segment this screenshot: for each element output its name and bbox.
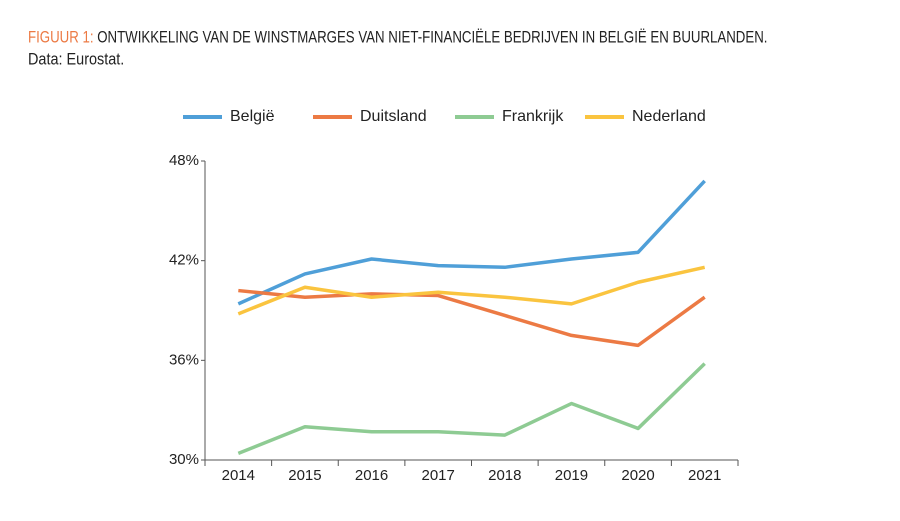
y-tick-label: 30% [169, 451, 199, 468]
y-tick-label: 48% [169, 152, 199, 169]
y-tick-label: 42% [169, 252, 199, 269]
title-group: FIGUUR 1: ONTWIKKELING VAN DE WINSTMARGE… [28, 28, 767, 47]
legend-label: Nederland [632, 108, 706, 125]
x-tick-label: 2020 [621, 467, 654, 484]
x-tick-label: 2017 [422, 467, 455, 484]
x-tick-label: 2016 [355, 467, 388, 484]
x-tick-label: 2021 [688, 467, 721, 484]
legend-label: België [230, 108, 275, 125]
x-tick-label: 2019 [555, 467, 588, 484]
x-tick-label: 2018 [488, 467, 521, 484]
series-line [237, 265, 706, 316]
chart-title: FIGUUR 1: ONTWIKKELING VAN DE WINSTMARGE… [28, 28, 767, 47]
series-line [237, 362, 706, 455]
legend-label: Frankrijk [502, 108, 564, 125]
series-line [237, 179, 706, 306]
title-text: ONTWIKKELING VAN DE WINSTMARGES VAN NIET… [97, 28, 767, 47]
x-tick-label: 2015 [288, 467, 321, 484]
title-label: FIGUUR 1: [28, 28, 94, 47]
chart-subtitle: Data: Eurostat. [28, 50, 124, 68]
subtitle-group: Data: Eurostat. [28, 50, 124, 68]
x-tick-label: 2014 [222, 467, 255, 484]
series-line [238, 288, 706, 348]
y-tick-label: 36% [169, 351, 199, 368]
legend-label: Duitsland [360, 108, 427, 125]
